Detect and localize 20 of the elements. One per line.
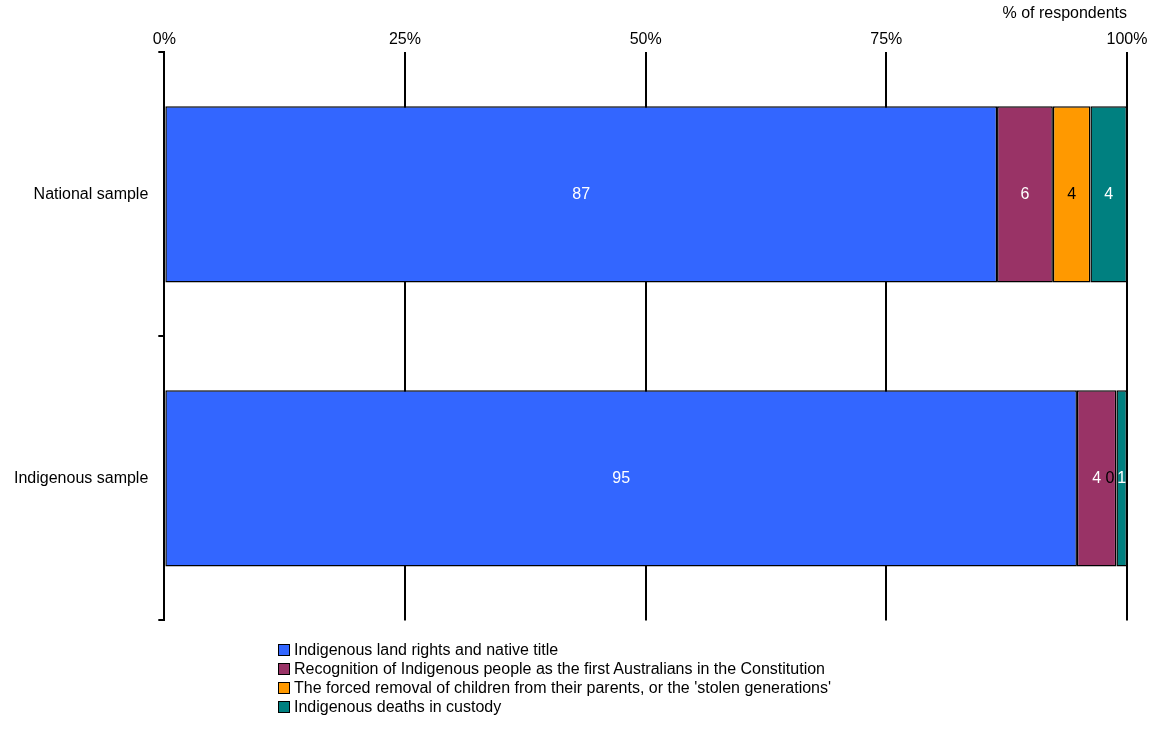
data-label: 95 xyxy=(612,468,631,486)
data-label: 6 xyxy=(1020,184,1030,202)
x-tick-label: 50% xyxy=(629,30,662,48)
y-tick-label: National sample xyxy=(33,184,149,202)
legend-label: Indigenous land rights and native title xyxy=(294,640,559,659)
x-axis-title: % of respondents xyxy=(1002,4,1127,22)
data-label: 1 xyxy=(1117,468,1127,486)
x-tick-label: 0% xyxy=(152,30,176,48)
data-label: 87 xyxy=(572,184,591,202)
legend-label: Recognition of Indigenous people as the first Australians in the Constitution xyxy=(294,659,825,678)
legend-label: Indigenous deaths in custody xyxy=(294,697,502,716)
x-tick-label: 100% xyxy=(1106,30,1148,48)
data-label: 0 xyxy=(1105,468,1115,486)
data-label: 4 xyxy=(1067,184,1077,202)
y-tick-label: Indigenous sample xyxy=(14,468,149,486)
legend-label: The forced removal of children from their parents, or the 'stolen generations' xyxy=(294,678,832,697)
x-tick-label: 25% xyxy=(388,30,421,48)
data-label: 4 xyxy=(1092,468,1102,486)
x-tick-label: 75% xyxy=(870,30,903,48)
data-label: 4 xyxy=(1104,184,1114,202)
